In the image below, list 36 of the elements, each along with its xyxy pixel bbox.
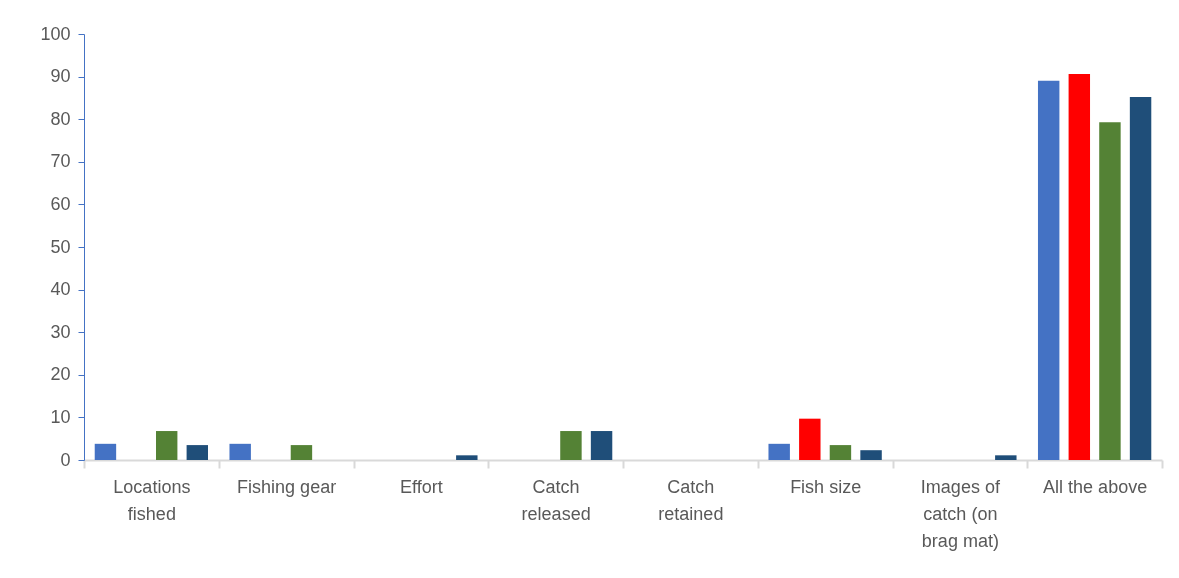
y-tick-label: 90 xyxy=(50,66,71,87)
y-tick-label: 0 xyxy=(60,449,71,470)
x-tick-label: All the above xyxy=(1043,476,1148,497)
y-tick-label: 10 xyxy=(50,406,71,427)
bar xyxy=(456,455,478,460)
y-tick-label: 60 xyxy=(50,193,71,214)
bar xyxy=(1099,122,1121,460)
x-tick-label: Locations fished xyxy=(113,476,191,524)
y-tick-label: 30 xyxy=(50,321,71,342)
y-tick-label: 80 xyxy=(50,108,71,129)
bar xyxy=(590,431,613,460)
bar xyxy=(1037,80,1060,460)
bar xyxy=(799,418,821,460)
x-tick-label: Fish size xyxy=(790,476,862,497)
bar xyxy=(560,431,582,460)
bar xyxy=(94,443,117,460)
y-tick-label: 50 xyxy=(50,236,71,257)
x-tick-label: Catch released xyxy=(521,476,591,524)
bar xyxy=(768,443,790,460)
bar xyxy=(1068,74,1091,460)
bar xyxy=(829,445,852,460)
x-tick-label: Effort xyxy=(400,476,443,497)
y-tick-label: 70 xyxy=(50,151,71,172)
x-tick-label: Catch retained xyxy=(658,476,724,524)
bar xyxy=(995,455,1017,460)
bar xyxy=(229,443,251,460)
x-tick-label: Images of catch (on brag mat) xyxy=(920,476,1001,551)
y-tick-label: 40 xyxy=(50,279,71,300)
y-tick-label: 20 xyxy=(50,364,71,385)
bar xyxy=(860,450,882,460)
bar xyxy=(186,445,209,460)
x-tick-label: Fishing gear xyxy=(237,476,337,497)
bar xyxy=(155,431,178,460)
bar xyxy=(1129,97,1152,460)
bar xyxy=(290,445,313,460)
y-tick-label: 100 xyxy=(40,23,71,44)
